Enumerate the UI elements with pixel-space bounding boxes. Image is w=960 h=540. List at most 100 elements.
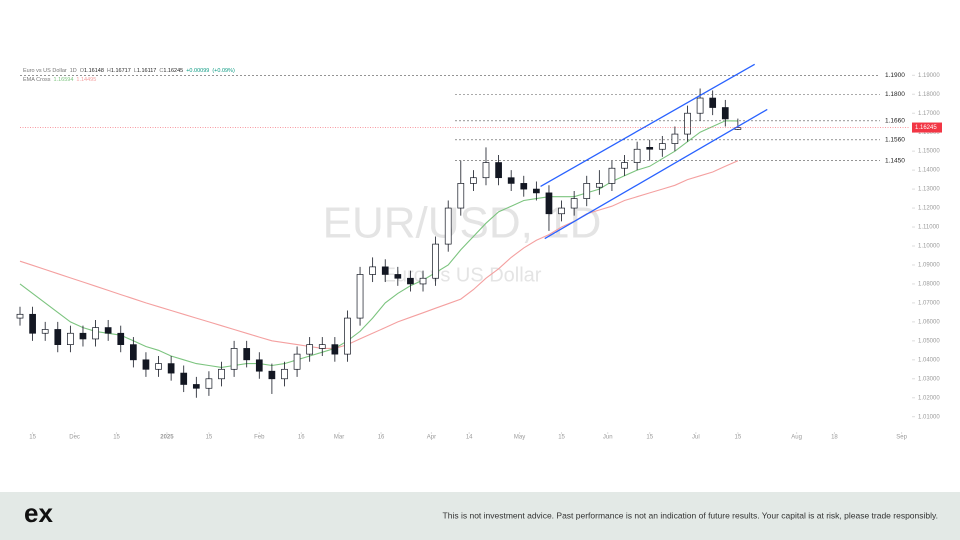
y-tick-label: 1.10000 [918, 244, 940, 250]
x-tick-label: Apr [427, 435, 436, 441]
candle-body [167, 363, 175, 374]
candle-body [457, 183, 465, 209]
legend-header: Euro vs US Dollar 1D O1.16148 H1.16717 L1.16… [23, 68, 235, 74]
x-tick-label: Jul [692, 435, 700, 441]
x-tick-label: Dec [69, 435, 80, 441]
trend-line [540, 63, 755, 188]
candle-body [16, 313, 24, 319]
ema-line [19, 160, 739, 349]
level-label: 1.1660 [885, 118, 905, 125]
level-label: 1.1560 [885, 136, 905, 143]
candle-body [394, 274, 402, 279]
x-tick-label: 16 [378, 435, 385, 441]
indicator-name: EMA Cross [23, 77, 51, 83]
candle-body [142, 359, 150, 370]
x-tick-label: Mar [334, 435, 344, 441]
x-tick-label: 15 [113, 435, 120, 441]
candle-body [180, 372, 188, 385]
candle-body [356, 274, 364, 319]
y-tick-label: 1.09000 [918, 263, 940, 269]
candle-body [495, 162, 502, 179]
candle-body [646, 147, 654, 150]
x-tick-label: 15 [206, 435, 213, 441]
candle-body [432, 243, 439, 279]
candle-body [67, 332, 74, 345]
candle-body [444, 207, 452, 245]
legend-indicator: EMA Cross 1.16594 1.14495 [23, 77, 96, 83]
indicator-value: 1.14495 [76, 77, 96, 83]
trend-line [544, 108, 768, 240]
footer-logo: ex [24, 498, 53, 528]
candle-body [570, 198, 578, 209]
candle-body [558, 207, 565, 215]
x-tick-label: 15 [735, 435, 742, 441]
y-tick-label: 1.19000 [918, 73, 940, 79]
last-price-box [912, 122, 942, 133]
y-tick-label: 1.08000 [918, 282, 940, 288]
candle-body [192, 384, 200, 389]
candle-body [205, 378, 213, 389]
y-tick-label: 1.01000 [918, 414, 940, 420]
footer-band [0, 492, 960, 540]
ohlc-value: 1.16117 [137, 68, 156, 74]
candle-body [520, 183, 528, 190]
candle-body [41, 329, 49, 334]
candle-body [243, 348, 251, 361]
candle-body [104, 327, 112, 334]
level-label: 1.1450 [885, 157, 905, 164]
candle-body [54, 329, 62, 345]
ohlc-value: 1.16717 [111, 68, 131, 74]
ohlc-label: H [107, 68, 111, 74]
x-tick-label: 18 [831, 435, 838, 441]
candle-body [608, 167, 616, 184]
candle-body [318, 344, 326, 349]
candle-body [281, 368, 288, 380]
candle-body [381, 266, 389, 275]
x-tick-label: 15 [29, 435, 36, 441]
candle-body [633, 148, 641, 163]
ohlc-label: O [80, 68, 85, 74]
candle-body [92, 327, 99, 340]
change-pct: (+0.09%) [212, 68, 235, 74]
x-tick-label: 14 [466, 435, 473, 441]
x-tick-label: 2025 [160, 435, 174, 441]
candle-body [470, 177, 477, 184]
level-label: 1.1900 [885, 72, 905, 79]
candle-body [533, 188, 540, 194]
x-tick-label: 15 [558, 435, 565, 441]
candle-body [218, 368, 225, 380]
candle-body [721, 107, 729, 120]
change: +0.00099 [186, 68, 209, 74]
interval: 1D [70, 68, 77, 74]
y-tick-label: 1.04000 [918, 357, 940, 363]
y-tick-label: 1.05000 [918, 338, 940, 344]
x-tick-label: 15 [646, 435, 653, 441]
y-tick-label: 1.11000 [918, 225, 940, 231]
x-tick-label: Jun [603, 435, 613, 441]
candle-body [369, 266, 376, 275]
y-tick-label: 1.16000 [918, 130, 940, 136]
ohlc-label: L [134, 68, 137, 74]
x-tick-label: Sep [896, 435, 907, 441]
level-label: 1.1800 [885, 91, 905, 98]
x-tick-label: 16 [298, 435, 305, 441]
footer-disclaimer: This is not investment advice. Past perf… [443, 510, 938, 520]
candle-body [671, 133, 679, 144]
candle-body [507, 177, 515, 184]
watermark-subtitle: Euro vs US Dollar [383, 264, 542, 286]
y-tick-label: 1.14000 [918, 168, 940, 174]
y-tick-label: 1.18000 [918, 92, 940, 98]
candle-body [230, 348, 238, 370]
candle-body [331, 344, 339, 355]
y-tick-label: 1.17000 [918, 111, 940, 117]
ema-line [19, 120, 738, 368]
candle-body [268, 370, 276, 380]
y-tick-label: 1.12000 [918, 206, 940, 212]
x-tick-label: Feb [254, 435, 265, 441]
y-tick-label: 1.07000 [918, 300, 940, 306]
candle-body [29, 313, 36, 334]
candle-body [709, 97, 717, 108]
candle-body [696, 97, 704, 114]
candle-body [255, 359, 263, 372]
